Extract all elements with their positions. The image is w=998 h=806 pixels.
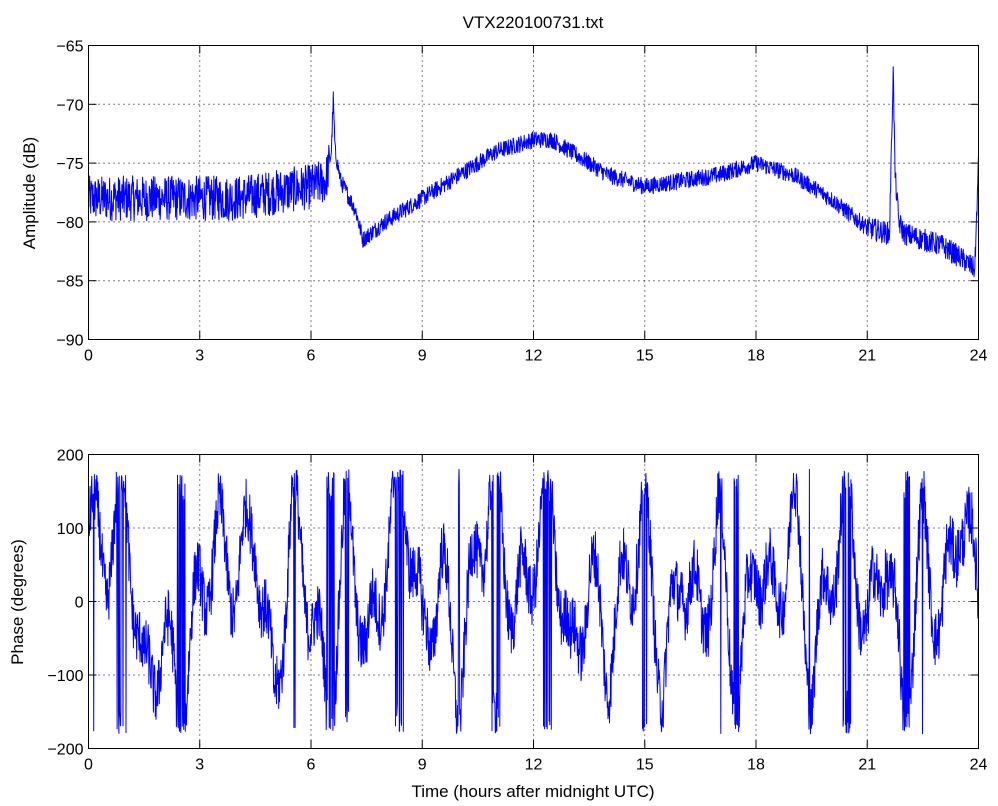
amplitude-x-tick-label: 6 [307, 348, 316, 365]
amplitude-y-tick-label: −65 [56, 39, 83, 56]
amplitude-y-tick-label: −80 [56, 215, 83, 232]
phase-x-tick-label: 24 [970, 757, 988, 774]
amplitude-grid [88, 45, 979, 340]
amplitude-x-tick-label: 12 [525, 348, 543, 365]
phase-series [88, 468, 979, 735]
amplitude-ticks [88, 45, 979, 340]
phase-panel: 0 3 6 9 12 15 18 21 24 −200 −100 0 100 200 Phase (de… [8, 448, 988, 802]
phase-x-tick-label: 18 [747, 757, 765, 774]
phase-series-line [88, 468, 979, 735]
amplitude-x-tick-label: 3 [195, 348, 204, 365]
amplitude-x-tick-label: 24 [970, 348, 988, 365]
amplitude-y-tick-label: −70 [56, 97, 83, 114]
amplitude-x-tick-label: 15 [636, 348, 654, 365]
phase-x-tick-label: 12 [525, 757, 543, 774]
amplitude-series [88, 66, 979, 278]
amplitude-series-line [88, 66, 979, 278]
phase-x-tick-label: 3 [195, 757, 204, 774]
phase-y-tick-label: 100 [57, 521, 84, 538]
phase-y-tick-label: 200 [57, 448, 84, 465]
amplitude-panel: 0 3 6 9 12 15 18 21 24 −90 −85 −80 −75 −70 −65 Amplit… [20, 39, 988, 365]
figure-title: VTX220100731.txt [463, 13, 604, 32]
amplitude-y-tick-labels: −90 −85 −80 −75 −70 −65 [56, 39, 83, 350]
phase-y-tick-label: −100 [47, 668, 83, 685]
phase-x-tick-label: 9 [418, 757, 427, 774]
phase-x-axis-label: Time (hours after midnight UTC) [411, 782, 654, 801]
amplitude-y-tick-label: −85 [56, 274, 83, 291]
amplitude-y-tick-label: −90 [56, 333, 83, 350]
phase-x-tick-labels: 0 3 6 9 12 15 18 21 24 [84, 757, 987, 774]
phase-ticks [88, 454, 979, 749]
phase-y-tick-label: −200 [47, 742, 83, 759]
phase-y-tick-labels: −200 −100 0 100 200 [47, 448, 83, 759]
amplitude-y-tick-label: −75 [56, 156, 83, 173]
amplitude-x-tick-label: 9 [418, 348, 427, 365]
phase-x-tick-label: 15 [636, 757, 654, 774]
phase-x-tick-label: 6 [307, 757, 316, 774]
amplitude-y-axis-label: Amplitude (dB) [20, 137, 39, 249]
amplitude-x-tick-label: 18 [747, 348, 765, 365]
amplitude-x-tick-labels: 0 3 6 9 12 15 18 21 24 [84, 348, 987, 365]
phase-x-tick-label: 21 [858, 757, 876, 774]
amplitude-x-tick-label: 0 [84, 348, 93, 365]
amplitude-x-tick-label: 21 [858, 348, 876, 365]
phase-y-tick-label: 0 [75, 595, 84, 612]
phase-y-axis-label: Phase (degrees) [8, 539, 27, 665]
phase-x-tick-label: 0 [84, 757, 93, 774]
